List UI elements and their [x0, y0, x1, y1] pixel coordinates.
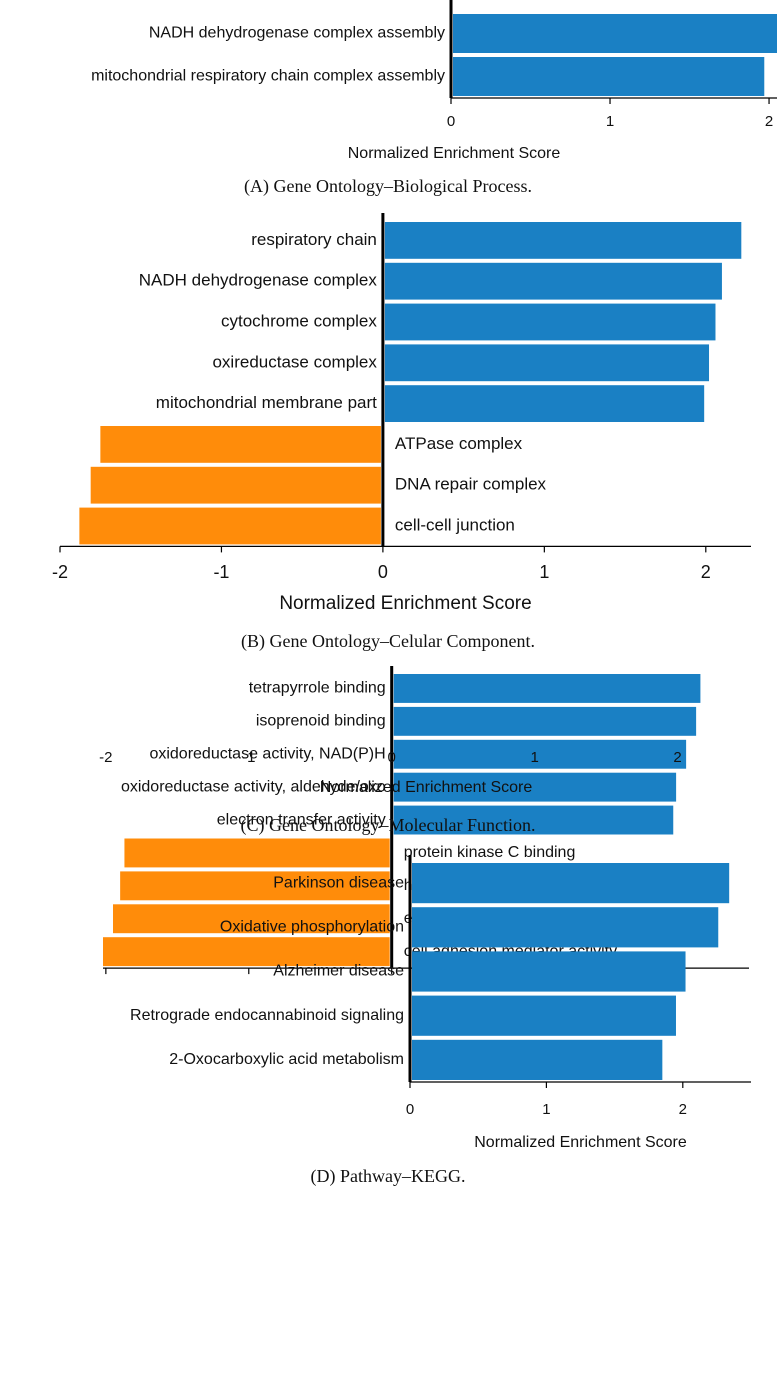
bar: [384, 222, 742, 259]
x-tick-label: -2: [99, 749, 112, 766]
x-tick-label: -1: [242, 749, 255, 766]
category-label: oxireductase complex: [212, 352, 377, 371]
bar: [453, 14, 777, 53]
bar: [90, 466, 381, 504]
bar: [393, 706, 697, 736]
bar: [384, 262, 722, 300]
bar: [412, 951, 686, 992]
x-axis-title: Normalized Enrichment Score: [279, 593, 531, 614]
bar: [384, 344, 710, 382]
bar: [393, 805, 674, 835]
category-label: Retrograde endocannabinoid signaling: [130, 1007, 404, 1024]
category-label: cytochrome complex: [221, 311, 377, 330]
bar: [412, 863, 730, 904]
category-label: isoprenoid binding: [256, 713, 386, 730]
caption: (D) Pathway–KEGG.: [311, 1166, 466, 1187]
category-label: electron transfer activity: [217, 811, 386, 828]
caption: (B) Gene Ontology–Celular Component.: [241, 631, 535, 652]
x-axis-title: Normalized Enrichment Score: [348, 145, 561, 162]
category-label: Parkinson disease: [273, 874, 404, 891]
bar: [113, 904, 390, 934]
x-tick-label: -2: [52, 562, 68, 582]
bar: [100, 426, 381, 463]
category-label: Oxidative phosphorylation: [220, 919, 404, 936]
x-tick-label: 0: [378, 562, 388, 582]
x-tick-label: 2: [765, 113, 773, 130]
x-tick-label: -1: [213, 562, 229, 582]
bar: [393, 739, 687, 769]
category-label: mitochondrial membrane part: [156, 393, 377, 412]
bar: [384, 385, 705, 422]
category-label: NADH dehydrogenase complex: [139, 271, 378, 290]
category-label: protein kinase C binding: [404, 844, 576, 861]
bar: [412, 995, 676, 1036]
x-tick-label: 0: [388, 749, 396, 766]
caption: (C) Gene Ontology–Molecular Function.: [241, 815, 536, 836]
x-tick-label: 1: [606, 113, 614, 130]
category-label: respiratory chain: [251, 230, 377, 249]
category-label: ATPase complex: [395, 434, 523, 453]
bar: [103, 937, 390, 967]
x-tick-label: 1: [542, 1101, 550, 1118]
bar: [393, 772, 677, 802]
bar: [384, 303, 716, 341]
category-label: cell-cell junction: [395, 515, 515, 534]
category-label: mitochondrial respiratory chain complex …: [91, 68, 445, 85]
category-label: NADH dehydrogenase complex assembly: [149, 25, 445, 42]
category-label: oxidoreductase activity, NAD(P)H: [149, 745, 385, 762]
bar: [79, 507, 381, 545]
bar: [412, 1039, 663, 1080]
x-axis-title: Normalized Enrichment Score: [474, 1134, 687, 1151]
x-axis-title: Normalized Enrichment Score: [320, 779, 533, 796]
bar: [120, 871, 390, 901]
category-label: 2-Oxocarboxylic acid metabolism: [169, 1051, 404, 1068]
x-tick-label: 2: [679, 1101, 687, 1118]
bar: [124, 838, 390, 868]
x-tick-label: 2: [673, 749, 681, 766]
x-tick-label: 0: [447, 113, 455, 130]
bar: [453, 57, 765, 96]
bar: [412, 907, 719, 948]
category-label: Alzheimer disease: [273, 963, 404, 980]
x-tick-label: 0: [406, 1101, 414, 1118]
x-tick-label: 1: [539, 562, 549, 582]
x-tick-label: 2: [701, 562, 711, 582]
category-label: tetrapyrrole binding: [249, 680, 386, 697]
x-tick-label: 1: [530, 749, 538, 766]
bar: [393, 674, 701, 703]
category-label: oxidoreductase activity, aldehyde/oxo: [121, 778, 386, 795]
category-label: DNA repair complex: [395, 475, 547, 494]
caption: (A) Gene Ontology–Biological Process.: [244, 176, 532, 197]
